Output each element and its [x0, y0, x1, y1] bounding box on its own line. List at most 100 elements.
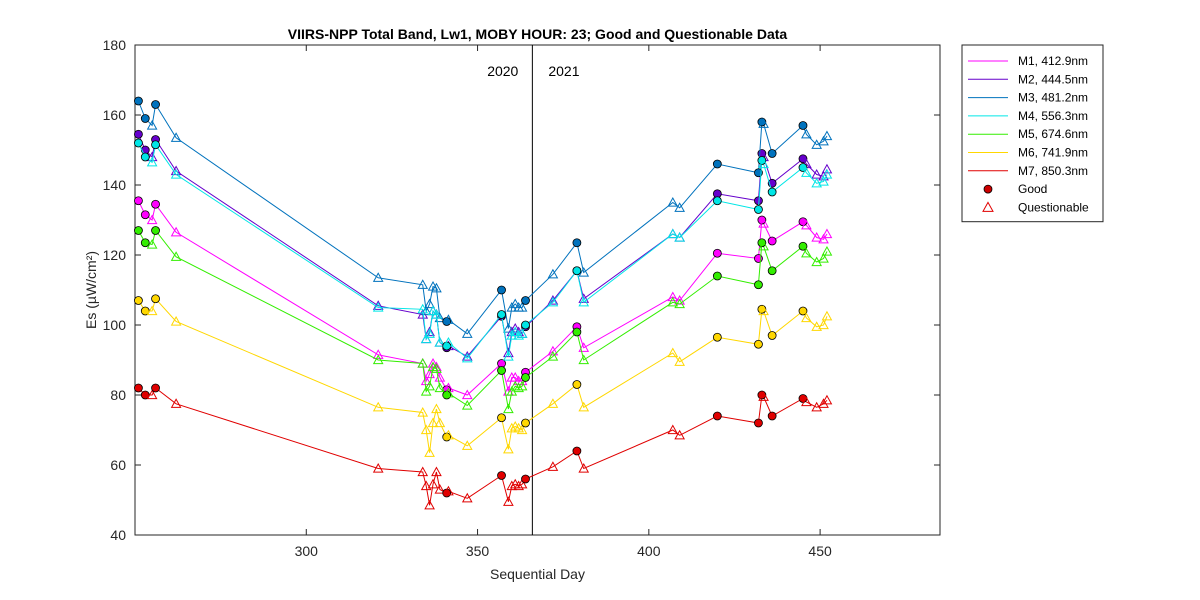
questionable-point — [417, 279, 429, 289]
good-point — [151, 140, 160, 150]
good-point — [767, 149, 777, 158]
good-point — [712, 248, 722, 258]
questionable-point — [431, 363, 442, 373]
good-point — [134, 138, 143, 148]
questionable-point — [417, 466, 429, 477]
questionable-point — [578, 462, 590, 473]
good-point — [134, 96, 143, 106]
questionable-point — [758, 118, 769, 128]
good-point — [712, 411, 722, 421]
questionable-point — [674, 202, 686, 212]
questionable-point — [758, 217, 769, 228]
good-point — [151, 294, 160, 304]
good-point — [521, 373, 530, 382]
questionable-point — [667, 291, 679, 302]
good-point — [767, 236, 777, 246]
questionable-point — [578, 342, 590, 352]
questionable-point — [667, 196, 679, 207]
questionable-point — [461, 328, 473, 338]
questionable-point — [509, 298, 521, 309]
questionable-point — [372, 401, 384, 412]
questionable-point — [443, 314, 454, 324]
good-point — [134, 296, 143, 305]
y-tick-label: 120 — [103, 247, 127, 263]
good-point — [798, 154, 808, 164]
legend-series-label: M4, 556.3nm — [1018, 109, 1088, 123]
questionable-point — [758, 305, 769, 316]
good-point — [754, 280, 763, 290]
good-point — [767, 266, 777, 276]
series-line-2 — [137, 134, 828, 358]
questionable-point — [818, 135, 829, 146]
questionable-point — [506, 480, 518, 491]
questionable-point — [170, 132, 182, 142]
legend-series-label: M2, 444.5nm — [1018, 72, 1088, 86]
questionable-point — [424, 328, 435, 338]
questionable-point — [427, 478, 439, 489]
good-point — [497, 471, 506, 480]
questionable-point — [818, 175, 829, 186]
questionable-point — [801, 128, 812, 139]
good-point — [572, 380, 582, 389]
questionable-point — [170, 251, 182, 261]
questionable-point — [443, 485, 454, 496]
questionable-point — [547, 398, 559, 408]
questionable-point — [503, 347, 514, 358]
questionable-point — [146, 119, 158, 130]
good-point — [712, 196, 722, 206]
questionable-point — [170, 315, 182, 326]
questionable-point — [417, 357, 429, 368]
legend: M1, 412.9nm M2, 444.5nm M3, 481.2nm M4, 556… — [961, 44, 1104, 223]
questionable-point — [170, 168, 182, 179]
good-point — [151, 199, 160, 209]
questionable-point — [434, 483, 446, 494]
questionable-point — [443, 387, 454, 398]
series-line-1 — [137, 200, 828, 396]
questionable-point — [513, 382, 525, 393]
good-point — [151, 100, 160, 109]
good-point — [572, 446, 582, 456]
questionable-point — [818, 170, 829, 181]
questionable-point — [427, 417, 439, 428]
questionable-point — [503, 496, 514, 506]
divider-right-label: 2021 — [548, 63, 579, 79]
questionable-point — [420, 305, 432, 316]
questionable-point — [516, 301, 528, 312]
questionable-point — [461, 440, 473, 450]
plot-area: 300 350 400 450 40 60 80 100 120 140 160 180 — [103, 37, 941, 559]
good-point — [497, 285, 506, 295]
legend-series-label: M6, 741.9nm — [1018, 146, 1088, 160]
good-point — [757, 215, 767, 225]
questionable-point — [818, 319, 829, 330]
questionable-point — [417, 303, 429, 314]
legend-series-label: M3, 481.2nm — [1018, 91, 1088, 105]
y-tick-label: 180 — [103, 37, 127, 53]
questionable-point — [516, 478, 528, 489]
divider-left-label: 2020 — [487, 63, 518, 79]
good-point — [151, 226, 160, 235]
questionable-point — [578, 401, 590, 412]
series-line-5 — [137, 229, 828, 410]
questionable-point — [503, 350, 514, 361]
good-point — [140, 238, 150, 248]
questionable-point — [801, 396, 812, 407]
questionable-point — [146, 214, 158, 225]
good-point — [140, 210, 150, 220]
good-point — [757, 238, 767, 248]
x-tick-label: 350 — [466, 543, 490, 559]
questionable-point — [674, 356, 686, 366]
questionable-point — [434, 382, 446, 393]
questionable-point — [506, 422, 518, 433]
good-point — [140, 152, 150, 162]
questionable-point — [811, 177, 823, 188]
questionable-point — [461, 352, 473, 363]
questionable-point — [811, 321, 823, 331]
questionable-point — [801, 312, 812, 323]
questionable-point — [801, 167, 812, 177]
questionable-point — [547, 345, 559, 356]
y-axis-label: Es (µW/cm²) — [83, 251, 99, 329]
questionable-point — [372, 354, 384, 365]
good-point — [521, 296, 530, 305]
questionable-point — [516, 424, 528, 435]
questionable-point — [427, 305, 439, 316]
